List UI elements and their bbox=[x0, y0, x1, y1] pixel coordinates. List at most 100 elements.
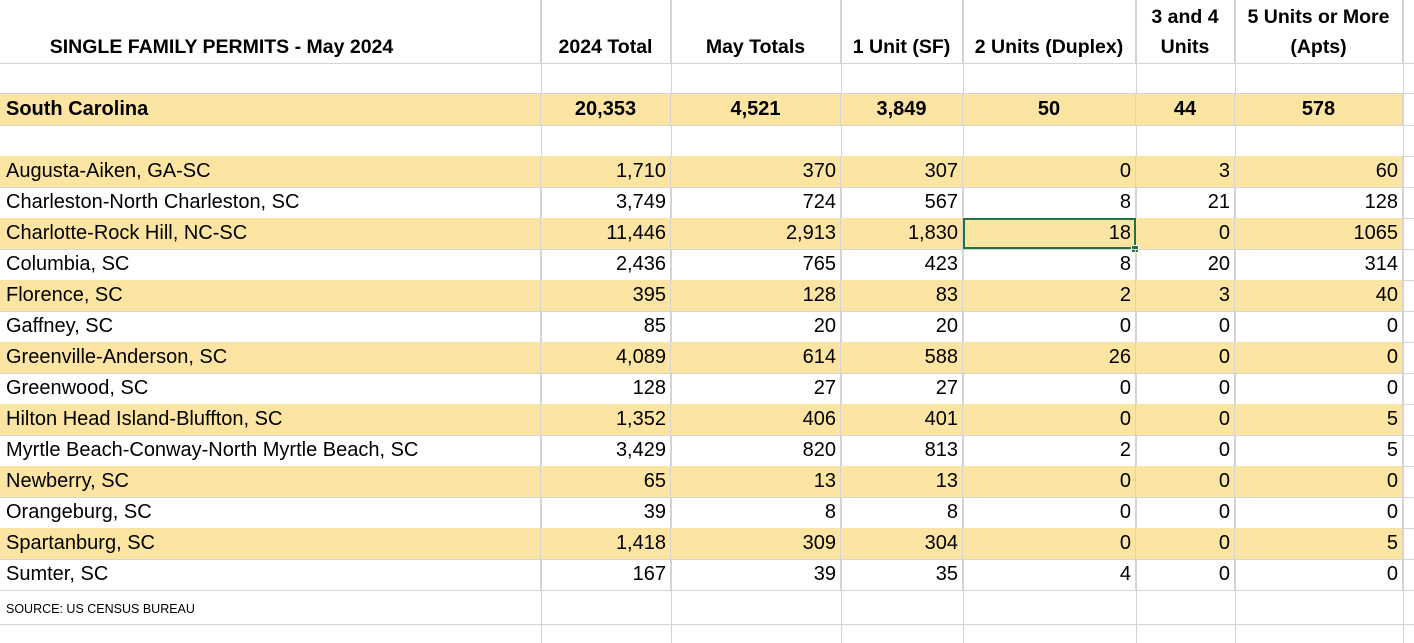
cell-five-plus[interactable]: 0 bbox=[1235, 311, 1403, 342]
cell-name[interactable]: Florence, SC bbox=[0, 280, 541, 311]
cell-two-units[interactable]: 8 bbox=[963, 249, 1136, 280]
cell-may-totals[interactable]: 614 bbox=[671, 342, 841, 373]
cell-five-plus[interactable]: 5 bbox=[1235, 404, 1403, 435]
cell-one-unit[interactable]: 423 bbox=[841, 249, 963, 280]
cell-may-totals[interactable]: 27 bbox=[671, 373, 841, 404]
cell-may-totals[interactable]: 39 bbox=[671, 559, 841, 590]
cell-five-plus[interactable]: 1065 bbox=[1235, 218, 1403, 249]
cell-one-unit[interactable]: 401 bbox=[841, 404, 963, 435]
cell-two-units[interactable]: 0 bbox=[963, 497, 1136, 528]
cell-may-totals[interactable]: 2,913 bbox=[671, 218, 841, 249]
state-total-2024-cell[interactable]: 20,353 bbox=[541, 94, 671, 125]
header-one-unit-cell[interactable]: 1 Unit (SF) bbox=[841, 0, 963, 63]
cell-three-four[interactable]: 21 bbox=[1136, 187, 1235, 218]
header-total-2024-cell[interactable]: 2024 Total bbox=[541, 0, 671, 63]
header-five-plus-cell[interactable]: 5 Units or More (Apts) bbox=[1235, 0, 1403, 63]
cell-name[interactable]: Greenwood, SC bbox=[0, 373, 541, 404]
selected-cell[interactable]: 18 bbox=[963, 218, 1139, 253]
cell-total-2024[interactable]: 167 bbox=[541, 559, 671, 590]
cell-five-plus[interactable]: 0 bbox=[1235, 466, 1403, 497]
cell-one-unit[interactable]: 1,830 bbox=[841, 218, 963, 249]
source-note[interactable]: SOURCE: US CENSUS BUREAU bbox=[6, 602, 195, 616]
cell-may-totals[interactable]: 765 bbox=[671, 249, 841, 280]
cell-total-2024[interactable]: 1,710 bbox=[541, 156, 671, 187]
cell-five-plus[interactable]: 314 bbox=[1235, 249, 1403, 280]
header-three-four-cell[interactable]: 3 and 4 Units bbox=[1136, 0, 1235, 63]
cell-one-unit[interactable]: 588 bbox=[841, 342, 963, 373]
cell-five-plus[interactable]: 0 bbox=[1235, 373, 1403, 404]
cell-three-four[interactable]: 3 bbox=[1136, 280, 1235, 311]
cell-five-plus[interactable]: 0 bbox=[1235, 497, 1403, 528]
cell-three-four[interactable]: 0 bbox=[1136, 559, 1235, 590]
cell-one-unit[interactable]: 307 bbox=[841, 156, 963, 187]
cell-name[interactable]: Spartanburg, SC bbox=[0, 528, 541, 559]
header-title-cell[interactable]: SINGLE FAMILY PERMITS - May 2024 bbox=[0, 0, 541, 63]
cell-total-2024[interactable]: 65 bbox=[541, 466, 671, 497]
cell-three-four[interactable]: 0 bbox=[1136, 373, 1235, 404]
cell-total-2024[interactable]: 2,436 bbox=[541, 249, 671, 280]
cell-one-unit[interactable]: 567 bbox=[841, 187, 963, 218]
cell-may-totals[interactable]: 820 bbox=[671, 435, 841, 466]
cell-two-units[interactable]: 4 bbox=[963, 559, 1136, 590]
cell-two-units[interactable]: 2 bbox=[963, 280, 1136, 311]
cell-three-four[interactable]: 0 bbox=[1136, 342, 1235, 373]
cell-three-four[interactable]: 0 bbox=[1136, 466, 1235, 497]
cell-total-2024[interactable]: 1,418 bbox=[541, 528, 671, 559]
cell-total-2024[interactable]: 3,749 bbox=[541, 187, 671, 218]
cell-five-plus[interactable]: 0 bbox=[1235, 342, 1403, 373]
state-five-plus-cell[interactable]: 578 bbox=[1235, 94, 1403, 125]
cell-two-units[interactable]: 0 bbox=[963, 311, 1136, 342]
cell-one-unit[interactable]: 13 bbox=[841, 466, 963, 497]
cell-total-2024[interactable]: 395 bbox=[541, 280, 671, 311]
cell-two-units[interactable]: 8 bbox=[963, 187, 1136, 218]
cell-may-totals[interactable]: 20 bbox=[671, 311, 841, 342]
cell-one-unit[interactable]: 304 bbox=[841, 528, 963, 559]
cell-five-plus[interactable]: 5 bbox=[1235, 528, 1403, 559]
cell-may-totals[interactable]: 13 bbox=[671, 466, 841, 497]
cell-total-2024[interactable]: 11,446 bbox=[541, 218, 671, 249]
cell-five-plus[interactable]: 60 bbox=[1235, 156, 1403, 187]
cell-one-unit[interactable]: 35 bbox=[841, 559, 963, 590]
cell-five-plus[interactable]: 40 bbox=[1235, 280, 1403, 311]
cell-five-plus[interactable]: 128 bbox=[1235, 187, 1403, 218]
header-two-units-cell[interactable]: 2 Units (Duplex) bbox=[963, 0, 1136, 63]
cell-three-four[interactable]: 3 bbox=[1136, 156, 1235, 187]
cell-name[interactable]: Newberry, SC bbox=[0, 466, 541, 497]
header-may-totals-cell[interactable]: May Totals bbox=[671, 0, 841, 63]
state-three-four-cell[interactable]: 44 bbox=[1136, 94, 1235, 125]
cell-three-four[interactable]: 0 bbox=[1136, 311, 1235, 342]
cell-three-four[interactable]: 0 bbox=[1136, 497, 1235, 528]
cell-name[interactable]: Sumter, SC bbox=[0, 559, 541, 590]
cell-total-2024[interactable]: 85 bbox=[541, 311, 671, 342]
state-one-unit-cell[interactable]: 3,849 bbox=[841, 94, 963, 125]
state-two-units-cell[interactable]: 50 bbox=[963, 94, 1136, 125]
cell-total-2024[interactable]: 39 bbox=[541, 497, 671, 528]
cell-total-2024[interactable]: 4,089 bbox=[541, 342, 671, 373]
cell-name[interactable]: Gaffney, SC bbox=[0, 311, 541, 342]
cell-total-2024[interactable]: 128 bbox=[541, 373, 671, 404]
cell-five-plus[interactable]: 5 bbox=[1235, 435, 1403, 466]
cell-three-four[interactable]: 0 bbox=[1136, 218, 1235, 249]
cell-one-unit[interactable]: 813 bbox=[841, 435, 963, 466]
cell-one-unit[interactable]: 20 bbox=[841, 311, 963, 342]
cell-one-unit[interactable]: 83 bbox=[841, 280, 963, 311]
cell-may-totals[interactable]: 724 bbox=[671, 187, 841, 218]
cell-two-units[interactable]: 0 bbox=[963, 528, 1136, 559]
cell-name[interactable]: Hilton Head Island-Bluffton, SC bbox=[0, 404, 541, 435]
cell-one-unit[interactable]: 27 bbox=[841, 373, 963, 404]
cell-name[interactable]: Myrtle Beach-Conway-North Myrtle Beach, … bbox=[0, 435, 541, 466]
cell-one-unit[interactable]: 8 bbox=[841, 497, 963, 528]
cell-may-totals[interactable]: 370 bbox=[671, 156, 841, 187]
cell-name[interactable]: Greenville-Anderson, SC bbox=[0, 342, 541, 373]
cell-three-four[interactable]: 0 bbox=[1136, 528, 1235, 559]
cell-name[interactable]: Charleston-North Charleston, SC bbox=[0, 187, 541, 218]
cell-two-units[interactable]: 0 bbox=[963, 466, 1136, 497]
cell-two-units[interactable]: 2 bbox=[963, 435, 1136, 466]
state-name-cell[interactable]: South Carolina bbox=[0, 94, 541, 125]
state-may-totals-cell[interactable]: 4,521 bbox=[671, 94, 841, 125]
cell-two-units[interactable]: 0 bbox=[963, 156, 1136, 187]
cell-name[interactable]: Augusta-Aiken, GA-SC bbox=[0, 156, 541, 187]
cell-two-units[interactable]: 0 bbox=[963, 373, 1136, 404]
cell-five-plus[interactable]: 0 bbox=[1235, 559, 1403, 590]
